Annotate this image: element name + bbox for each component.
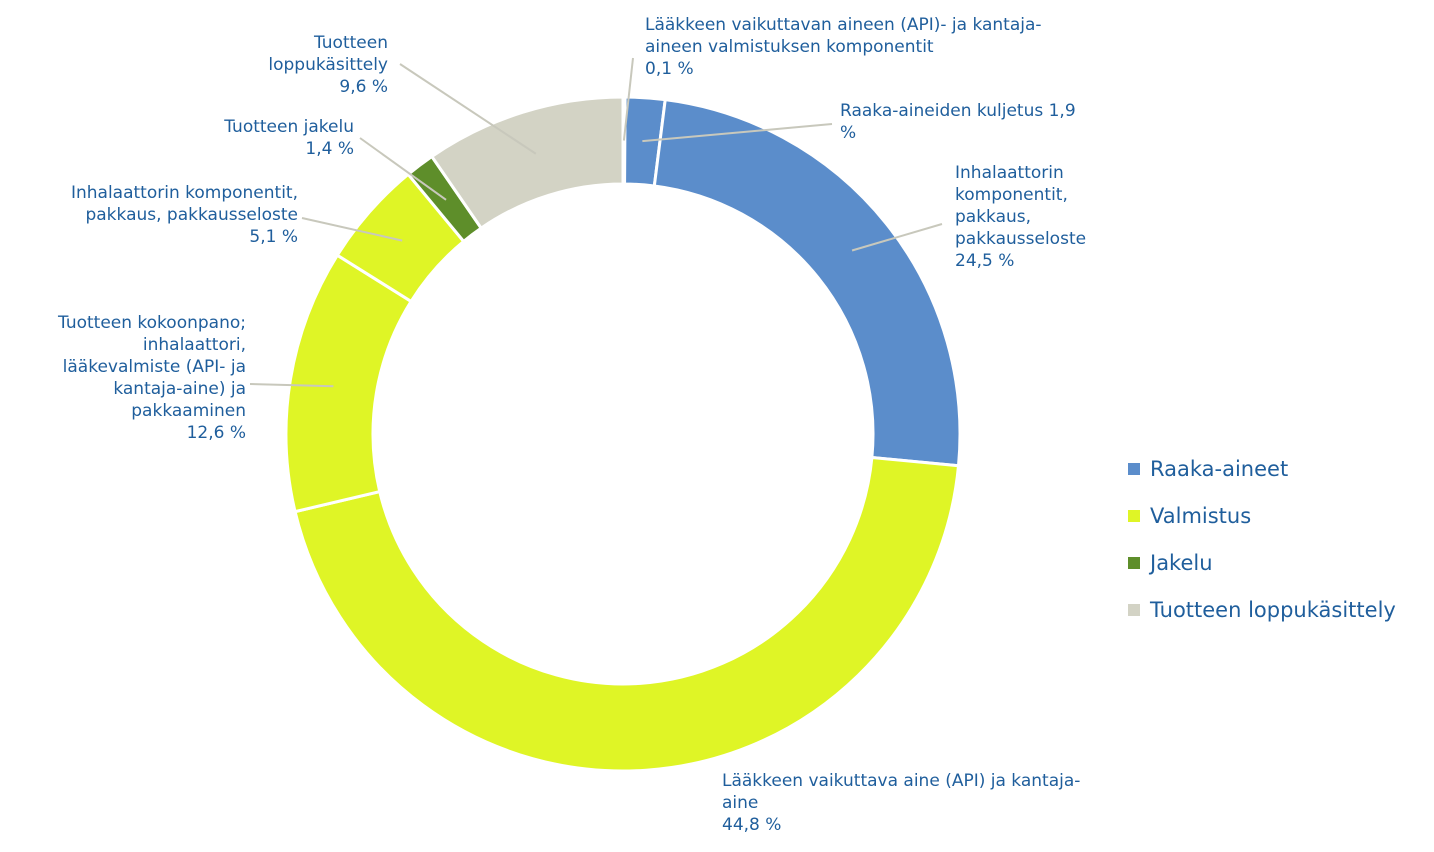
- label-value: 1,4 %: [305, 139, 354, 159]
- leader-line: [301, 217, 403, 242]
- label-value: 24,5 %: [955, 251, 1015, 271]
- legend-label: Tuotteen loppukäsittely: [1150, 597, 1396, 622]
- legend-swatch: [1128, 462, 1140, 475]
- label-line: pakkausseloste: [955, 229, 1087, 249]
- slice-label-api-carrier: Lääkkeen vaikuttava aine (API) ja kantaj…: [722, 770, 1080, 836]
- slice-label-product-distribution: Tuotteen jakelu 1,4 %: [150, 116, 354, 160]
- label-line: Inhalaattorin komponentit,: [70, 183, 298, 203]
- slice-api-carrier: [293, 455, 961, 773]
- legend-item-valmistus: Valmistus: [1128, 492, 1396, 539]
- label-value: %: [840, 123, 857, 143]
- label-line: inhalaattori,: [142, 335, 246, 355]
- slice-label-raw-material-transport: Raaka-aineiden kuljetus 1,9 %: [840, 100, 1076, 144]
- leader-line: [851, 223, 943, 252]
- legend-swatch: [1128, 556, 1140, 569]
- label-line: Tuotteen kokoonpano;: [58, 313, 246, 333]
- slice-label-inhaler-components-raw: Inhalaattorin komponentit, pakkaus, pakk…: [955, 162, 1086, 272]
- legend-label: Jakelu: [1150, 550, 1213, 575]
- slice-label-api-carrier-components: Lääkkeen vaikuttavan aineen (API)- ja ka…: [645, 14, 1042, 80]
- leader-line: [399, 63, 537, 155]
- leader-line: [359, 137, 447, 201]
- slice-label-end-of-life: Tuotteen loppukäsittely 9,6 %: [190, 32, 388, 98]
- legend-item-tuotteen-loppukasittely: Tuotteen loppukäsittely: [1128, 586, 1396, 633]
- legend-item-jakelu: Jakelu: [1128, 539, 1396, 586]
- label-value: 9,6 %: [339, 77, 388, 97]
- label-line: aine: [722, 793, 759, 813]
- label-line: pakkaus,: [955, 207, 1032, 227]
- legend-label: Valmistus: [1150, 503, 1252, 528]
- leader-line: [642, 123, 833, 143]
- label-line: pakkaus, pakkausseloste: [85, 205, 298, 225]
- label-line: Lääkkeen vaikuttava aine (API) ja kantaj…: [722, 771, 1081, 791]
- slice-label-product-assembly: Tuotteen kokoonpano; inhalaattori, lääke…: [20, 312, 246, 444]
- label-value: 12,6 %: [186, 423, 246, 443]
- label-line: pakkaaminen: [131, 401, 246, 421]
- label-line: Tuotteen: [313, 33, 388, 53]
- label-line: aineen valmistuksen komponentit: [645, 37, 934, 57]
- leader-line: [249, 383, 334, 388]
- legend-swatch: [1128, 509, 1140, 522]
- label-value: 5,1 %: [249, 227, 298, 247]
- label-line: Inhalaattorin: [955, 163, 1064, 183]
- label-line: komponentit,: [955, 185, 1068, 205]
- label-line: lääkevalmiste (API- ja: [62, 357, 246, 377]
- legend-swatch: [1128, 603, 1140, 616]
- slice-label-inhaler-components-mfg: Inhalaattorin komponentit, pakkaus, pakk…: [20, 182, 298, 248]
- leader-line: [622, 57, 634, 141]
- slice-end-of-life: [429, 95, 625, 231]
- label-line: Tuotteen jakelu: [224, 117, 354, 137]
- slice-product-assembly: [284, 253, 414, 514]
- label-value: 0,1 %: [645, 59, 694, 79]
- legend-label: Raaka-aineet: [1150, 456, 1289, 481]
- label-line: kantaja-aine) ja: [113, 379, 246, 399]
- label-line: loppukäsittely: [268, 55, 388, 75]
- label-line: Raaka-aineiden kuljetus 1,9: [840, 101, 1076, 121]
- legend-item-raaka-aineet: Raaka-aineet: [1128, 445, 1396, 492]
- label-value: 44,8 %: [722, 815, 782, 835]
- legend: Raaka-aineet Valmistus Jakelu Tuotteen l…: [1128, 445, 1396, 633]
- label-line: Lääkkeen vaikuttavan aineen (API)- ja ka…: [645, 15, 1042, 35]
- slice-inhaler-components-raw: [652, 97, 962, 468]
